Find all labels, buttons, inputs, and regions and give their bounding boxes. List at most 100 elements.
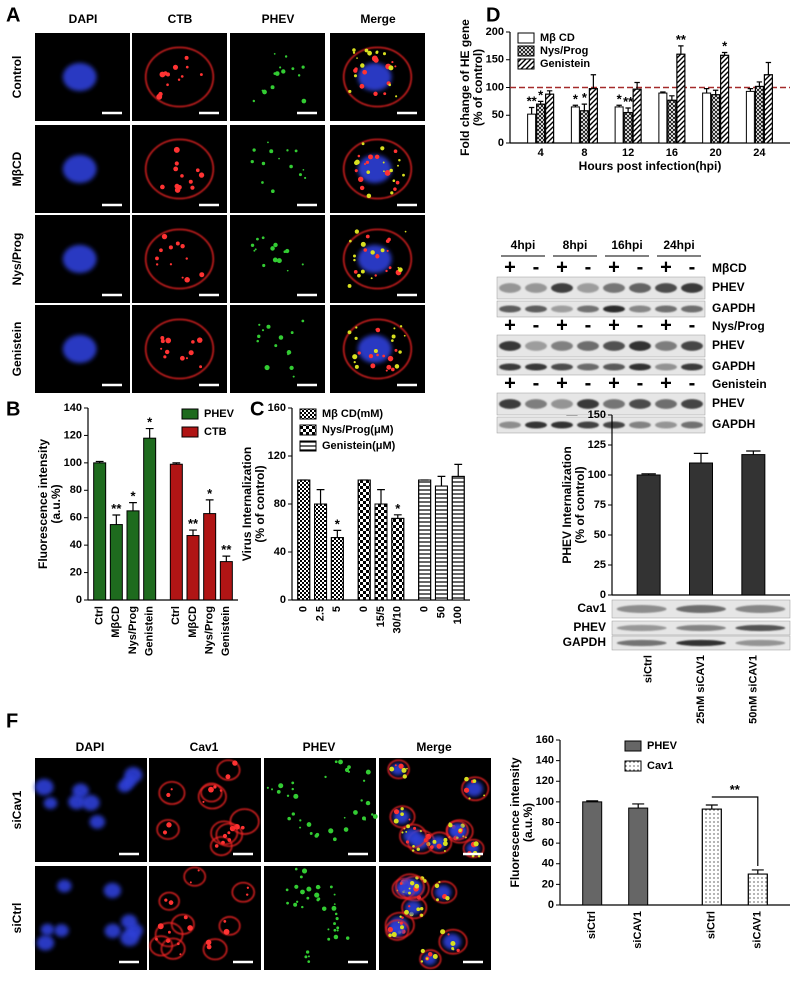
error-bar bbox=[112, 514, 121, 525]
stain bbox=[413, 826, 417, 830]
membrane bbox=[156, 819, 180, 840]
membrane bbox=[149, 935, 173, 957]
virus bbox=[306, 886, 312, 892]
nucleus bbox=[405, 900, 422, 915]
membrane bbox=[183, 866, 206, 887]
significance: * bbox=[722, 39, 728, 54]
virus bbox=[388, 65, 394, 71]
significance: ** bbox=[221, 542, 232, 557]
virus bbox=[420, 913, 424, 917]
stain bbox=[168, 245, 173, 250]
timepoint-label: 8hpi bbox=[563, 238, 588, 252]
virus bbox=[314, 892, 320, 898]
nucleus bbox=[104, 923, 122, 939]
virus bbox=[286, 350, 292, 355]
stain bbox=[168, 900, 174, 905]
sign: + bbox=[660, 372, 672, 394]
legend-hatch bbox=[299, 424, 317, 436]
bar bbox=[658, 92, 668, 144]
legend-hatch bbox=[517, 58, 535, 70]
stain bbox=[359, 185, 365, 191]
virus bbox=[289, 164, 293, 169]
virus bbox=[366, 170, 371, 174]
stain bbox=[246, 886, 250, 889]
column-header: DAPI bbox=[76, 740, 105, 754]
virus bbox=[264, 364, 270, 371]
virus bbox=[372, 814, 378, 819]
stain bbox=[163, 355, 167, 359]
stain bbox=[386, 364, 392, 370]
virus bbox=[355, 326, 358, 329]
sign: + bbox=[504, 372, 516, 394]
membrane bbox=[171, 913, 195, 935]
y-tick-label: 150 bbox=[588, 409, 606, 421]
micrograph bbox=[264, 866, 376, 970]
virus bbox=[438, 880, 441, 884]
virus bbox=[261, 236, 265, 240]
significance: ** bbox=[676, 32, 687, 47]
virus bbox=[335, 917, 339, 921]
sign: - bbox=[689, 372, 696, 394]
stain bbox=[374, 154, 380, 160]
virus bbox=[327, 937, 331, 941]
micrograph-content bbox=[343, 138, 412, 200]
membrane bbox=[461, 776, 490, 802]
significance: ** bbox=[188, 516, 199, 531]
virus bbox=[301, 868, 308, 874]
blot-band bbox=[681, 363, 703, 371]
band-label: PHEV bbox=[573, 620, 606, 634]
stain bbox=[196, 337, 203, 343]
blot-band bbox=[603, 283, 625, 293]
bar-hatch bbox=[754, 85, 764, 144]
x-tick-label: 0 bbox=[358, 606, 370, 612]
significance: ** bbox=[730, 782, 741, 797]
virus bbox=[269, 149, 274, 154]
bar-hatch bbox=[297, 479, 311, 601]
y-tick-label: 20 bbox=[70, 566, 82, 578]
virus bbox=[274, 71, 280, 76]
stain bbox=[362, 69, 368, 75]
stain bbox=[373, 57, 379, 63]
y-tick-label: 80 bbox=[70, 484, 82, 496]
virus bbox=[354, 336, 358, 340]
column-header: CTB bbox=[168, 12, 193, 26]
stain bbox=[174, 183, 180, 189]
membrane bbox=[401, 896, 428, 920]
blot-band bbox=[577, 305, 599, 313]
virus bbox=[401, 831, 404, 834]
membrane bbox=[145, 138, 214, 200]
stain bbox=[170, 788, 173, 791]
blot-band bbox=[551, 341, 573, 351]
virus bbox=[290, 331, 294, 335]
micrograph bbox=[149, 758, 261, 862]
virus bbox=[294, 149, 298, 153]
blot bbox=[496, 358, 706, 376]
blot-band bbox=[655, 341, 677, 351]
stain bbox=[375, 254, 380, 259]
membrane bbox=[343, 228, 412, 290]
stain bbox=[386, 249, 389, 252]
error-bar bbox=[625, 107, 631, 113]
virus bbox=[394, 364, 400, 369]
stain bbox=[394, 764, 397, 767]
blot-band bbox=[681, 341, 703, 351]
y-tick-label: 100 bbox=[536, 796, 554, 808]
bar-hatch bbox=[451, 475, 465, 601]
blot bbox=[496, 416, 706, 434]
x-tick-label: MβCD bbox=[187, 606, 199, 638]
virus bbox=[291, 787, 294, 791]
bar-hatch bbox=[545, 93, 555, 144]
stain bbox=[425, 833, 432, 840]
virus bbox=[261, 161, 266, 166]
virus bbox=[306, 822, 312, 827]
nucleus bbox=[121, 775, 136, 789]
y-tick-label: 120 bbox=[268, 450, 286, 462]
micrograph bbox=[230, 305, 325, 393]
error-bar bbox=[189, 529, 197, 536]
error-bar bbox=[537, 100, 544, 105]
virus bbox=[304, 955, 308, 959]
stain bbox=[357, 154, 361, 158]
virus bbox=[398, 350, 402, 354]
bar-hatch bbox=[588, 88, 598, 144]
error-bar bbox=[634, 81, 640, 90]
